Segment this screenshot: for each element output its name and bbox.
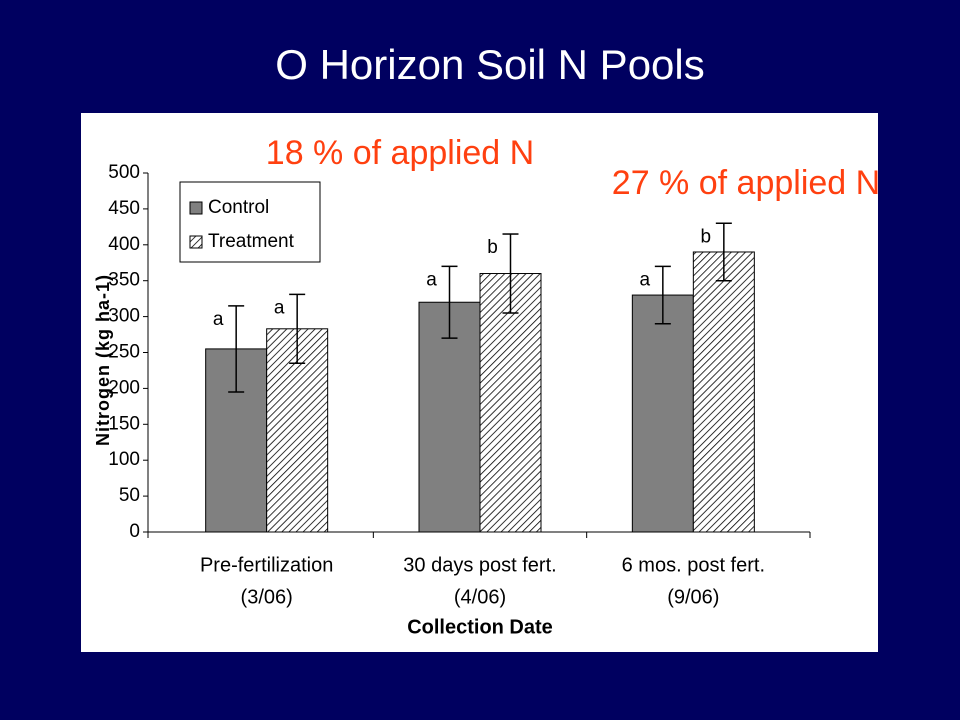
bar: [479, 273, 542, 533]
legend-box: [179, 181, 321, 263]
bar: [418, 301, 481, 533]
annotation: 18 % of applied N: [266, 134, 534, 172]
significance-letter: a: [640, 269, 651, 290]
y-tick-label: 100: [108, 449, 140, 470]
x-tick-label: (9/06): [667, 586, 719, 608]
y-tick-label: 0: [129, 521, 140, 542]
bar: [692, 251, 755, 533]
y-tick-label: 250: [108, 342, 140, 363]
significance-letter: b: [487, 237, 498, 258]
legend-swatch: [189, 235, 203, 249]
y-tick-label: 150: [108, 413, 140, 434]
legend-label: Treatment: [208, 231, 295, 252]
x-tick-label: 6 mos. post fert.: [622, 554, 765, 576]
significance-letter: a: [213, 309, 224, 330]
significance-letter: a: [426, 269, 437, 290]
y-tick-label: 200: [108, 377, 140, 398]
slide-title: O Horizon Soil N Pools: [275, 41, 705, 88]
y-tick-label: 400: [108, 234, 140, 255]
x-tick-label: (4/06): [454, 586, 506, 608]
x-axis-label: Collection Date: [407, 616, 553, 638]
x-tick-label: Pre-fertilization: [200, 554, 333, 576]
y-tick-label: 450: [108, 198, 140, 219]
y-tick-label: 500: [108, 162, 140, 183]
y-tick-label: 350: [108, 270, 140, 291]
y-tick-label: 50: [119, 485, 140, 506]
legend-swatch: [189, 201, 203, 215]
significance-letter: b: [701, 226, 712, 247]
bar: [631, 294, 694, 533]
annotation: 27 % of applied N: [612, 164, 880, 202]
y-axis-label: Nitrogen (kg ha-1): [93, 274, 113, 446]
y-tick-label: 300: [108, 306, 140, 327]
x-tick-label: (3/06): [241, 586, 293, 608]
x-tick-label: 30 days post fert.: [403, 554, 556, 576]
legend-label: Control: [208, 197, 269, 218]
significance-letter: a: [274, 297, 285, 318]
